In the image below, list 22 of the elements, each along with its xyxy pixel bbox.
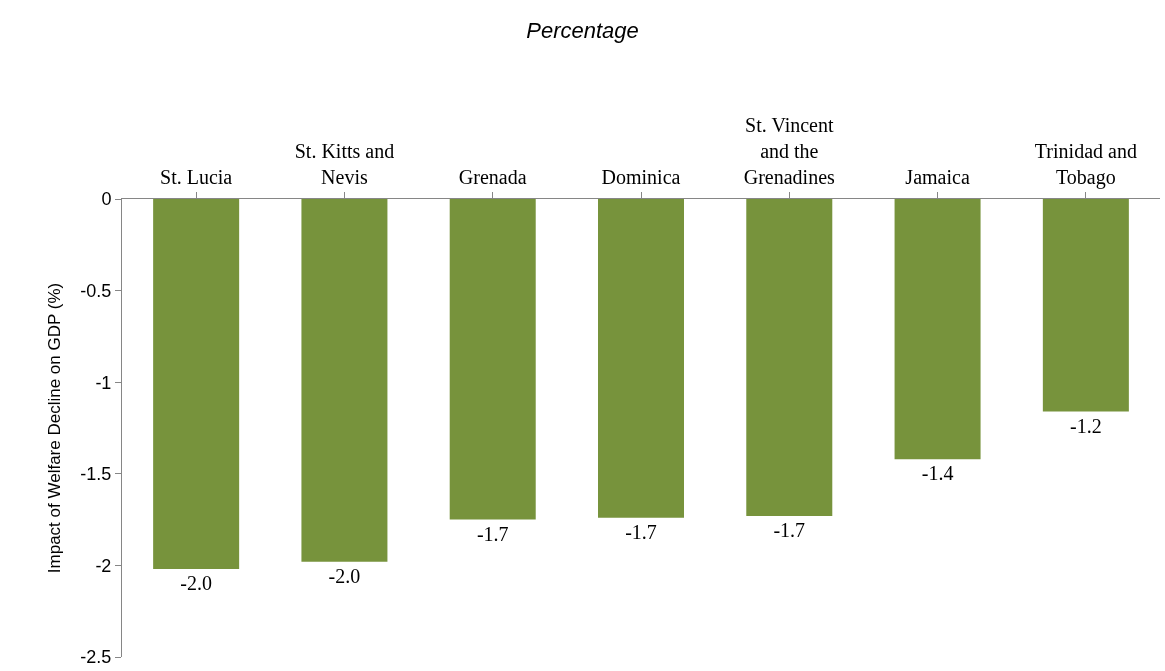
y-axis-title: Impact of Welfare Decline on GDP (%) — [44, 282, 64, 574]
y-tick-label: -1.5 — [80, 464, 112, 485]
data-label: -1.2 — [1070, 414, 1102, 437]
data-label: -2.0 — [180, 572, 212, 595]
chart-title: Percentage — [526, 17, 639, 43]
x-tick-label: Grenada — [458, 166, 527, 188]
y-tick-label: -2 — [95, 555, 112, 576]
y-tick-label: 0 — [101, 189, 112, 210]
y-tick-label: -2.5 — [80, 647, 112, 668]
y-tick-label: -1 — [95, 372, 112, 393]
x-tick-label: Jamaica — [905, 166, 970, 188]
x-tick-label: St. Kitts and Nevis — [294, 140, 395, 188]
data-label: -1.7 — [476, 522, 509, 545]
x-tick-label: Dominica — [601, 166, 681, 188]
y-tick-label: -0.5 — [80, 280, 112, 301]
x-tick-label: St. Vincent and the Grenadines — [743, 114, 836, 188]
data-label: -2.0 — [328, 564, 361, 587]
data-label: -1.7 — [625, 520, 657, 543]
x-tick-label: Trinidad and Tobago — [1034, 140, 1137, 189]
data-label: -1.4 — [921, 462, 954, 485]
data-label: -1.7 — [773, 518, 806, 541]
x-tick-label: St. Lucia — [160, 166, 233, 188]
